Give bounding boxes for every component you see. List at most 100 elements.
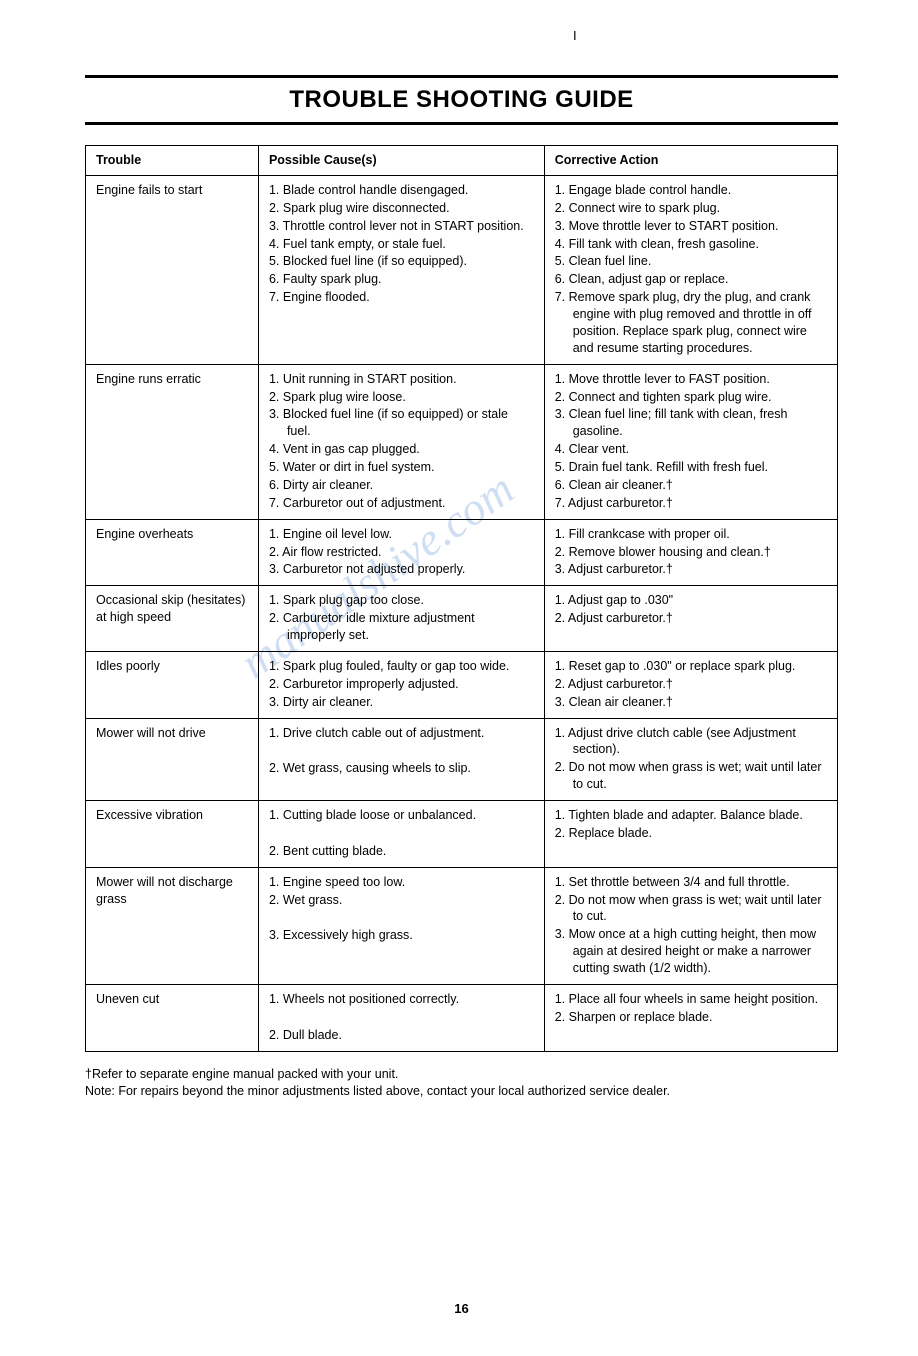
list-item: 3. Carburetor not adjusted properly. bbox=[269, 561, 534, 578]
top-mark: I bbox=[573, 28, 577, 43]
list-item bbox=[269, 742, 534, 759]
table-row: Engine overheats1. Engine oil level low.… bbox=[86, 519, 838, 586]
cell-cause: 1. Spark plug fouled, faulty or gap too … bbox=[258, 651, 544, 718]
list-item: 1. Set throttle between 3/4 and full thr… bbox=[555, 874, 827, 891]
list-item: 2. Wet grass. bbox=[269, 892, 534, 909]
title-rule-top bbox=[85, 75, 838, 78]
list-item: 7. Carburetor out of adjustment. bbox=[269, 495, 534, 512]
title-rule-bottom bbox=[85, 122, 838, 125]
list-item: 2. Remove blower housing and clean.† bbox=[555, 544, 827, 561]
list-item: 1. Tighten blade and adapter. Balance bl… bbox=[555, 807, 827, 824]
cell-cause: 1. Blade control handle disengaged.2. Sp… bbox=[258, 175, 544, 364]
list-item: 1. Place all four wheels in same height … bbox=[555, 991, 827, 1008]
list-item: 2. Do not mow when grass is wet; wait un… bbox=[555, 759, 827, 793]
cell-cause: 1. Unit running in START position.2. Spa… bbox=[258, 364, 544, 519]
header-trouble: Trouble bbox=[86, 146, 259, 176]
list-item: 2. Carburetor improperly adjusted. bbox=[269, 676, 534, 693]
cell-cause: 1. Cutting blade loose or unbalanced. 2.… bbox=[258, 801, 544, 868]
list-item: 4. Clear vent. bbox=[555, 441, 827, 458]
table-row: Mower will not drive1. Drive clutch cabl… bbox=[86, 718, 838, 801]
list-item: 3. Clean air cleaner.† bbox=[555, 694, 827, 711]
footnote-dagger: †Refer to separate engine manual packed … bbox=[85, 1066, 838, 1084]
table-row: Idles poorly1. Spark plug fouled, faulty… bbox=[86, 651, 838, 718]
troubleshooting-table: Trouble Possible Cause(s) Corrective Act… bbox=[85, 145, 838, 1052]
table-row: Engine fails to start1. Blade control ha… bbox=[86, 175, 838, 364]
header-action: Corrective Action bbox=[544, 146, 837, 176]
header-cause: Possible Cause(s) bbox=[258, 146, 544, 176]
list-item: 1. Cutting blade loose or unbalanced. bbox=[269, 807, 534, 824]
cell-cause: 1. Engine oil level low.2. Air flow rest… bbox=[258, 519, 544, 586]
list-item: 1. Spark plug gap too close. bbox=[269, 592, 534, 609]
list-item: 3. Blocked fuel line (if so equipped) or… bbox=[269, 406, 534, 440]
list-item: 3. Excessively high grass. bbox=[269, 927, 534, 944]
cell-trouble: Mower will not drive bbox=[86, 718, 259, 801]
list-item: 2. Spark plug wire disconnected. bbox=[269, 200, 534, 217]
page-number: 16 bbox=[85, 1301, 838, 1316]
list-item: 1. Engage blade control handle. bbox=[555, 182, 827, 199]
table-header-row: Trouble Possible Cause(s) Corrective Act… bbox=[86, 146, 838, 176]
list-item: 4. Vent in gas cap plugged. bbox=[269, 441, 534, 458]
cell-trouble: Mower will not discharge grass bbox=[86, 867, 259, 984]
table-row: Mower will not discharge grass1. Engine … bbox=[86, 867, 838, 984]
list-item: 2. Connect wire to spark plug. bbox=[555, 200, 827, 217]
list-item: 6. Dirty air cleaner. bbox=[269, 477, 534, 494]
list-item: 1. Blade control handle disengaged. bbox=[269, 182, 534, 199]
cell-action: 1. Adjust gap to .030"2. Adjust carburet… bbox=[544, 586, 837, 652]
list-item: 1. Fill crankcase with proper oil. bbox=[555, 526, 827, 543]
cell-action: 1. Move throttle lever to FAST position.… bbox=[544, 364, 837, 519]
list-item: 4. Fuel tank empty, or stale fuel. bbox=[269, 236, 534, 253]
list-item bbox=[269, 1009, 534, 1026]
cell-cause: 1. Wheels not positioned correctly. 2. D… bbox=[258, 984, 544, 1051]
list-item: 3. Clean fuel line; fill tank with clean… bbox=[555, 406, 827, 440]
cell-action: 1. Set throttle between 3/4 and full thr… bbox=[544, 867, 837, 984]
cell-trouble: Engine overheats bbox=[86, 519, 259, 586]
list-item: 2. Wet grass, causing wheels to slip. bbox=[269, 760, 534, 777]
list-item: 1. Engine speed too low. bbox=[269, 874, 534, 891]
list-item: 1. Adjust drive clutch cable (see Adjust… bbox=[555, 725, 827, 759]
list-item: 6. Clean air cleaner.† bbox=[555, 477, 827, 494]
cell-cause: 1. Spark plug gap too close.2. Carbureto… bbox=[258, 586, 544, 652]
list-item: 2. Spark plug wire loose. bbox=[269, 389, 534, 406]
list-item: 1. Adjust gap to .030" bbox=[555, 592, 827, 609]
list-item: 5. Clean fuel line. bbox=[555, 253, 827, 270]
cell-cause: 1. Engine speed too low.2. Wet grass. 3.… bbox=[258, 867, 544, 984]
cell-trouble: Engine fails to start bbox=[86, 175, 259, 364]
list-item: 5. Water or dirt in fuel system. bbox=[269, 459, 534, 476]
list-item: 3. Dirty air cleaner. bbox=[269, 694, 534, 711]
list-item: 2. Air flow restricted. bbox=[269, 544, 534, 561]
cell-action: 1. Place all four wheels in same height … bbox=[544, 984, 837, 1051]
cell-action: 1. Engage blade control handle.2. Connec… bbox=[544, 175, 837, 364]
list-item: 1. Wheels not positioned correctly. bbox=[269, 991, 534, 1008]
cell-trouble: Occasional skip (hesitates) at high spee… bbox=[86, 586, 259, 652]
list-item bbox=[269, 825, 534, 842]
list-item: 3. Throttle control lever not in START p… bbox=[269, 218, 534, 235]
list-item: 2. Dull blade. bbox=[269, 1027, 534, 1044]
cell-action: 1. Tighten blade and adapter. Balance bl… bbox=[544, 801, 837, 868]
list-item: 3. Move throttle lever to START position… bbox=[555, 218, 827, 235]
cell-trouble: Engine runs erratic bbox=[86, 364, 259, 519]
list-item: 6. Clean, adjust gap or replace. bbox=[555, 271, 827, 288]
list-item: 3. Adjust carburetor.† bbox=[555, 561, 827, 578]
cell-action: 1. Fill crankcase with proper oil.2. Rem… bbox=[544, 519, 837, 586]
cell-trouble: Excessive vibration bbox=[86, 801, 259, 868]
list-item: 7. Adjust carburetor.† bbox=[555, 495, 827, 512]
cell-cause: 1. Drive clutch cable out of adjustment.… bbox=[258, 718, 544, 801]
table-row: Engine runs erratic1. Unit running in ST… bbox=[86, 364, 838, 519]
list-item: 1. Unit running in START position. bbox=[269, 371, 534, 388]
footnote-note: Note: For repairs beyond the minor adjus… bbox=[85, 1083, 838, 1101]
footnotes: †Refer to separate engine manual packed … bbox=[85, 1066, 838, 1101]
list-item: 7. Remove spark plug, dry the plug, and … bbox=[555, 289, 827, 357]
list-item: 2. Bent cutting blade. bbox=[269, 843, 534, 860]
table-row: Occasional skip (hesitates) at high spee… bbox=[86, 586, 838, 652]
list-item: 1. Reset gap to .030" or replace spark p… bbox=[555, 658, 827, 675]
list-item: 4. Fill tank with clean, fresh gasoline. bbox=[555, 236, 827, 253]
list-item: 1. Engine oil level low. bbox=[269, 526, 534, 543]
cell-action: 1. Reset gap to .030" or replace spark p… bbox=[544, 651, 837, 718]
list-item: 2. Connect and tighten spark plug wire. bbox=[555, 389, 827, 406]
table-row: Uneven cut1. Wheels not positioned corre… bbox=[86, 984, 838, 1051]
cell-trouble: Uneven cut bbox=[86, 984, 259, 1051]
list-item: 2. Adjust carburetor.† bbox=[555, 610, 827, 627]
list-item: 2. Sharpen or replace blade. bbox=[555, 1009, 827, 1026]
list-item: 1. Move throttle lever to FAST position. bbox=[555, 371, 827, 388]
table-row: Excessive vibration1. Cutting blade loos… bbox=[86, 801, 838, 868]
